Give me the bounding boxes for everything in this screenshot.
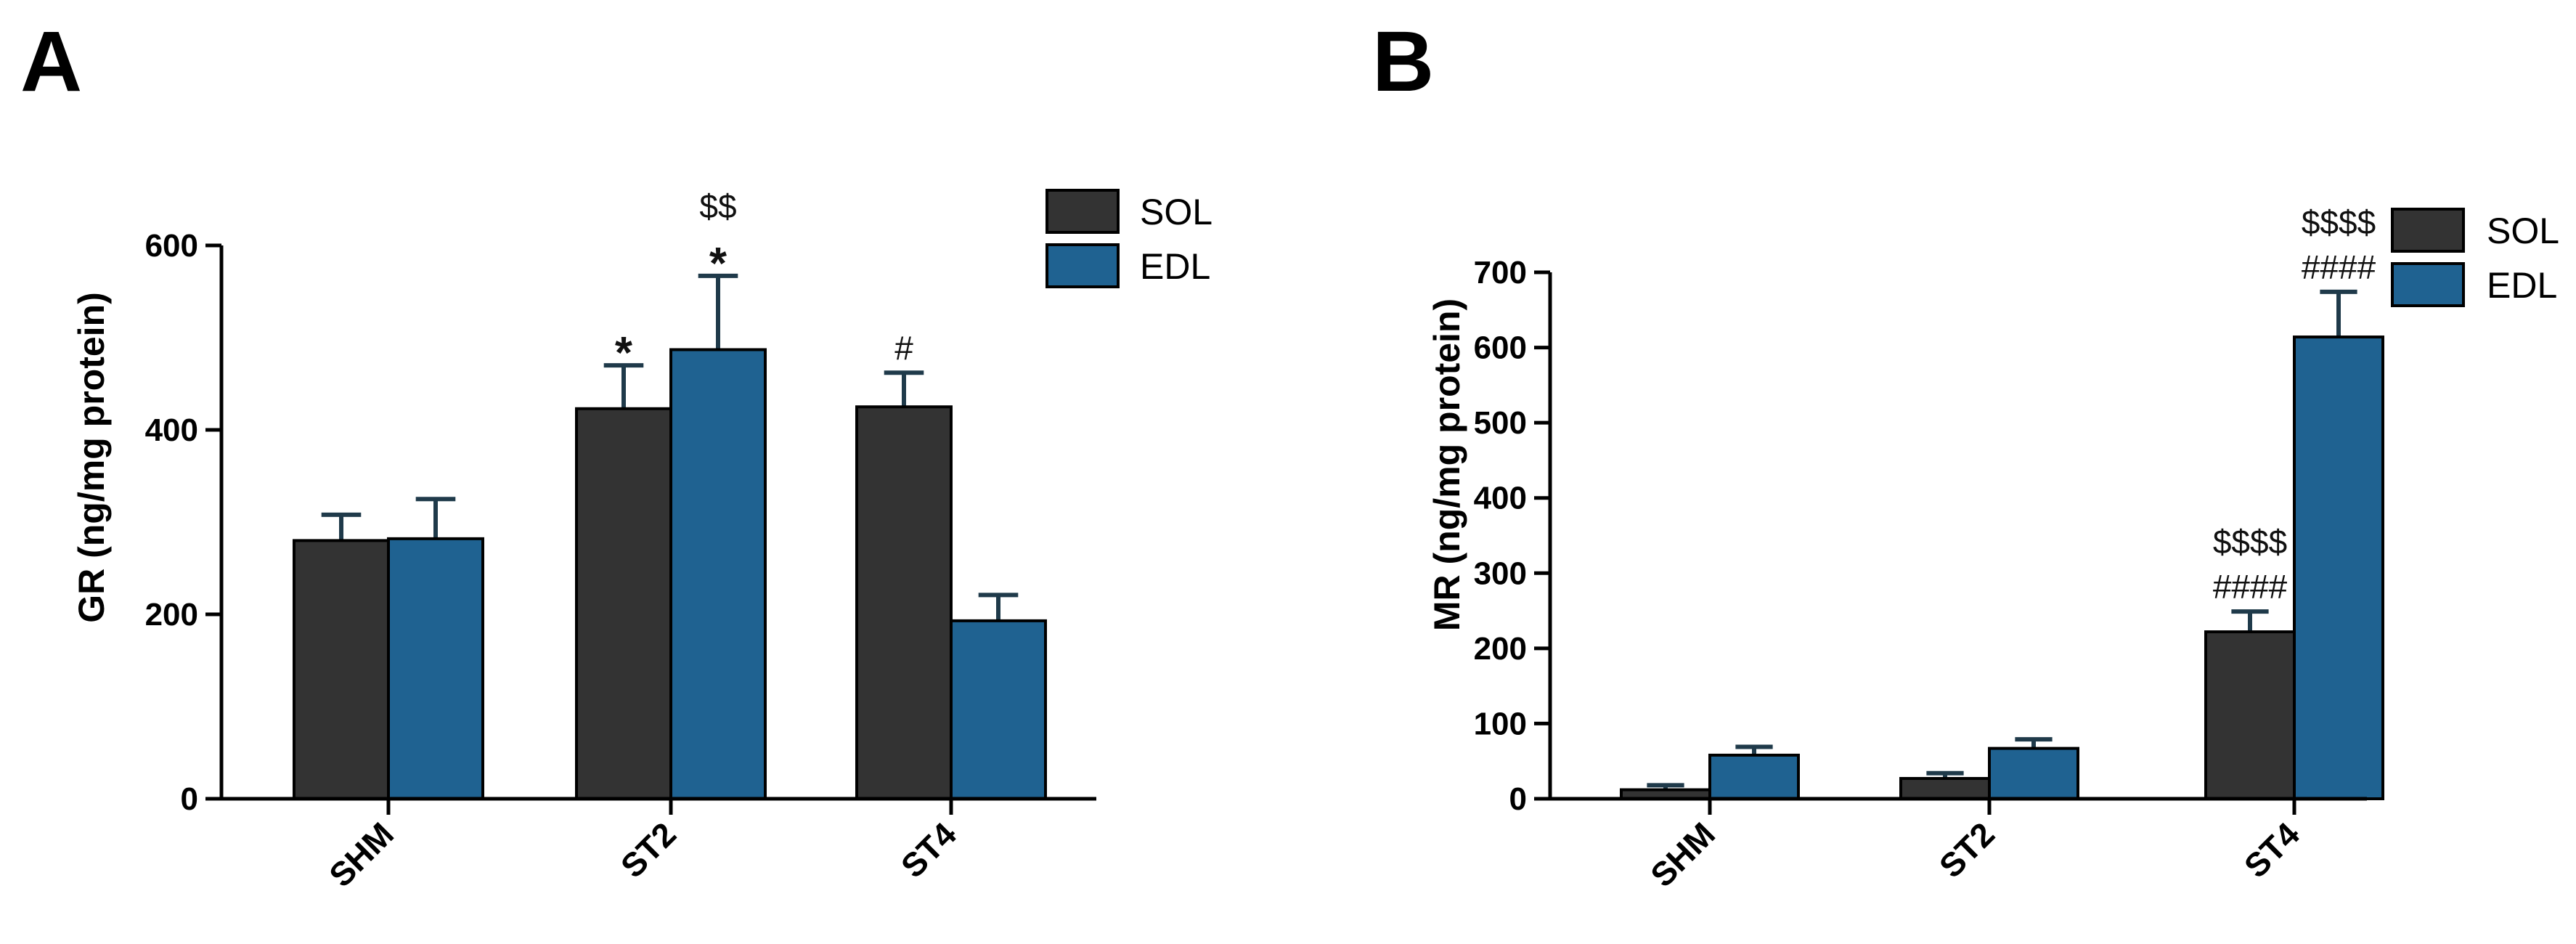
panel-b-bar-edl-st4 — [2293, 335, 2384, 801]
panel-b-y-tick-label: 100 — [1474, 706, 1527, 741]
panel-a-annotation-sol-st2-0: * — [615, 328, 633, 378]
panel-b-bar-sol-st2 — [1899, 777, 1991, 801]
panel-a-x-tick-label-st4: ST4 — [894, 815, 964, 885]
panel-b-annotation-edl-st4-1: $$$$ — [2302, 203, 2376, 241]
panel-a-y-tick-label: 400 — [145, 412, 198, 448]
panel-a-annotation-edl-st2-1: $$ — [699, 187, 736, 225]
panel-b-y-tick-label: 500 — [1474, 405, 1527, 441]
panel-a-bar-edl-st2 — [669, 348, 767, 800]
panel-b-legend-swatch-edl — [2391, 262, 2465, 307]
panel-a-annotation-sol-st4-0: # — [894, 329, 913, 367]
panel-a-x-tick-label-st2: ST2 — [614, 815, 683, 884]
panel-a-legend-label-edl: EDL — [1140, 246, 1210, 287]
panel-b-legend-label-edl: EDL — [2487, 265, 2557, 306]
panel-a-y-axis-title: GR (ng/mg protein) — [71, 292, 112, 623]
panel-b-annotation-edl-st4-0: #### — [2302, 248, 2376, 286]
panel-b-annotation-sol-st4-0: #### — [2213, 568, 2288, 606]
panel-a-bar-edl-st4 — [950, 619, 1047, 801]
panel-b-legend-swatch-sol — [2391, 208, 2465, 253]
panel-a-legend-swatch-edl — [1046, 243, 1120, 288]
panel-b-y-tick-label: 0 — [1509, 781, 1527, 817]
panel-b-legend-label-sol: SOL — [2487, 211, 2559, 251]
panel-a-annotation-edl-st2-0: * — [709, 239, 727, 289]
panel-a-y-tick-label: 0 — [181, 781, 198, 817]
panel-b-y-tick-label: 600 — [1474, 330, 1527, 366]
panel-b-bar-sol-st4 — [2204, 630, 2296, 800]
panel-b-x-tick-label-st2: ST2 — [1932, 815, 2002, 884]
panel-a-bar-sol-st4 — [855, 405, 953, 800]
panel-a-legend-label-sol: SOL — [1140, 192, 1212, 232]
panel-a-bar-edl-shm — [387, 537, 484, 800]
panel-a-x-tick-label-shm: SHM — [322, 815, 401, 894]
panel-a-bar-sol-st2 — [575, 407, 672, 800]
panel-a-y-tick-label: 600 — [145, 228, 198, 264]
panel-b-bar-edl-st2 — [1988, 746, 2079, 801]
panel-b-x-tick-label-shm: SHM — [1643, 815, 1722, 894]
panel-b-bar-edl-shm — [1708, 753, 1800, 801]
panel-b-y-tick-label: 400 — [1474, 481, 1527, 516]
panel-a-legend-swatch-sol — [1046, 189, 1120, 234]
panel-b-annotation-sol-st4-1: $$$$ — [2213, 523, 2287, 561]
panel-a-y-tick-label: 200 — [145, 597, 198, 632]
panel-b: B MR (ng/mg protein) #### $$$$ #### $$$$ 0 10… — [1372, 14, 2559, 894]
panel-a-label: A — [20, 14, 82, 110]
panel-b-y-axis-title: MR (ng/mg protein) — [1427, 298, 1467, 631]
panel-b-label: B — [1372, 14, 1434, 110]
panel-b-y-tick-label: 200 — [1474, 631, 1527, 667]
panel-b-y-tick-label: 300 — [1474, 556, 1527, 591]
panel-b-x-tick-label-st4: ST4 — [2237, 815, 2307, 885]
panel-a-bar-sol-shm — [293, 539, 390, 801]
panel-a: A GR (ng/mg protein) * # * $$ 0 200 400 600 SHM S… — [20, 14, 1212, 894]
panel-b-y-tick-label: 700 — [1474, 255, 1527, 290]
